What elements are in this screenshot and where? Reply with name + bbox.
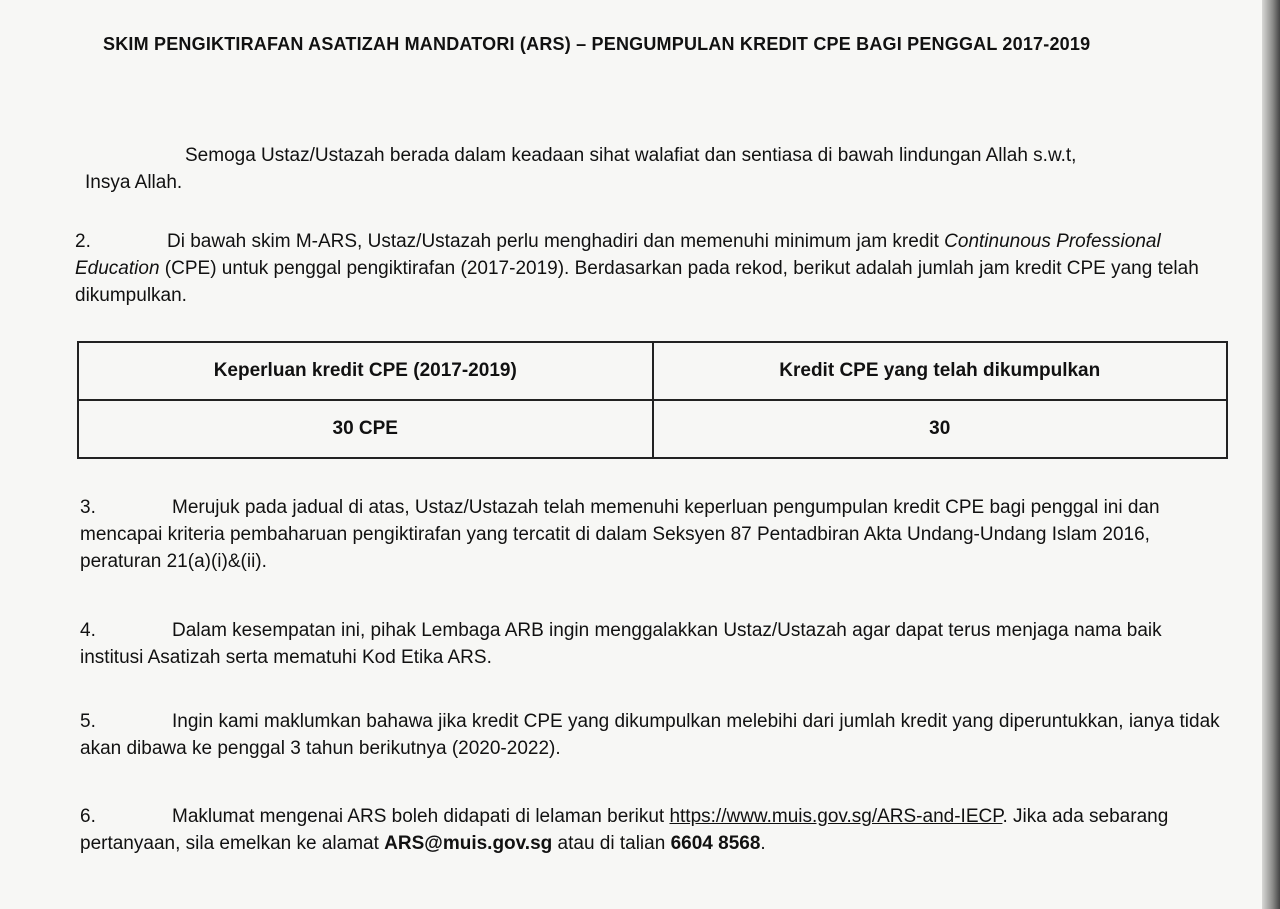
paragraph-number: 6. <box>80 806 96 827</box>
table-header: Kredit CPE yang telah dikumpulkan <box>651 341 1228 401</box>
table-header-row: Keperluan kredit CPE (2017-2019) Kredit … <box>77 341 1228 401</box>
paragraph-1-text: Semoga Ustaz/Ustazah berada dalam keadaa… <box>185 145 1077 166</box>
paragraph-number: 4. <box>80 620 96 641</box>
contact-phone: 6604 8568 <box>670 833 761 854</box>
paragraph-6-text-cont2: atau di talian <box>552 833 671 854</box>
contact-email: ARS@muis.gov.sg <box>384 833 553 854</box>
paragraph-2-text-cont: (CPE) untuk penggal pengiktirafan (2017-… <box>75 258 1199 306</box>
paragraph-4-text: Dalam kesempatan ini, pihak Lembaga ARB … <box>80 620 1162 668</box>
paragraph-6-text-end: . <box>760 833 766 854</box>
table-row: 30 CPE 30 <box>77 399 1228 459</box>
table-cell: 30 CPE <box>77 399 654 459</box>
table-header: Keperluan kredit CPE (2017-2019) <box>77 341 654 401</box>
paragraph-number: 5. <box>80 711 96 732</box>
page-edge-shadow <box>1262 0 1280 909</box>
paragraph-1: Semoga Ustaz/Ustazah berada dalam keadaa… <box>85 142 1225 196</box>
cpe-credit-table: Keperluan kredit CPE (2017-2019) Kredit … <box>77 341 1228 459</box>
paragraph-2-text: Di bawah skim M-ARS, Ustaz/Ustazah perlu… <box>167 231 945 252</box>
paragraph-number: 2. <box>75 231 91 252</box>
paragraph-5-text: Ingin kami maklumkan bahawa jika kredit … <box>80 711 1220 759</box>
paragraph-number: 3. <box>80 497 96 518</box>
paragraph-5: 5. Ingin kami maklumkan bahawa jika kredi… <box>80 708 1230 762</box>
paragraph-6: 6. Maklumat mengenai ARS boleh didapati d… <box>80 803 1230 857</box>
document-title: SKIM PENGIKTIRAFAN ASATIZAH MANDATORI (A… <box>103 34 1091 54</box>
table-cell: 30 <box>651 399 1228 459</box>
paragraph-4: 4. Dalam kesempatan ini, pihak Lembaga AR… <box>80 617 1230 671</box>
paragraph-1-text-end: Insya Allah. <box>85 172 183 193</box>
paragraph-3-text: Merujuk pada jadual di atas, Ustaz/Ustaz… <box>80 497 1160 572</box>
ars-website-link[interactable]: https://www.muis.gov.sg/ARS-and-IECP <box>669 806 1003 827</box>
paragraph-2-italic: Continunous Professional Education <box>75 231 1161 279</box>
paragraph-2: 2. Di bawah skim M-ARS, Ustaz/Ustazah per… <box>75 228 1225 309</box>
paragraph-6-text: Maklumat mengenai ARS boleh didapati di … <box>172 806 670 827</box>
paragraph-3: 3. Merujuk pada jadual di atas, Ustaz/Ust… <box>80 494 1230 575</box>
paragraph-6-text-cont: . Jika ada sebarang pertanyaan, sila eme… <box>80 806 1169 854</box>
